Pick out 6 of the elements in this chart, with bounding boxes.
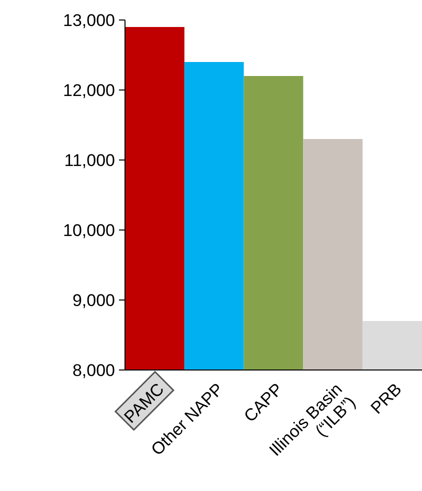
y-tick-label: 8,000 — [72, 360, 115, 380]
y-tick-label: 13,000 — [63, 10, 115, 30]
y-tick-label: 12,000 — [63, 80, 115, 100]
y-tick-label: 10,000 — [63, 220, 115, 240]
y-tick-label: 11,000 — [64, 150, 115, 170]
y-tick-label: 9,000 — [72, 290, 115, 310]
